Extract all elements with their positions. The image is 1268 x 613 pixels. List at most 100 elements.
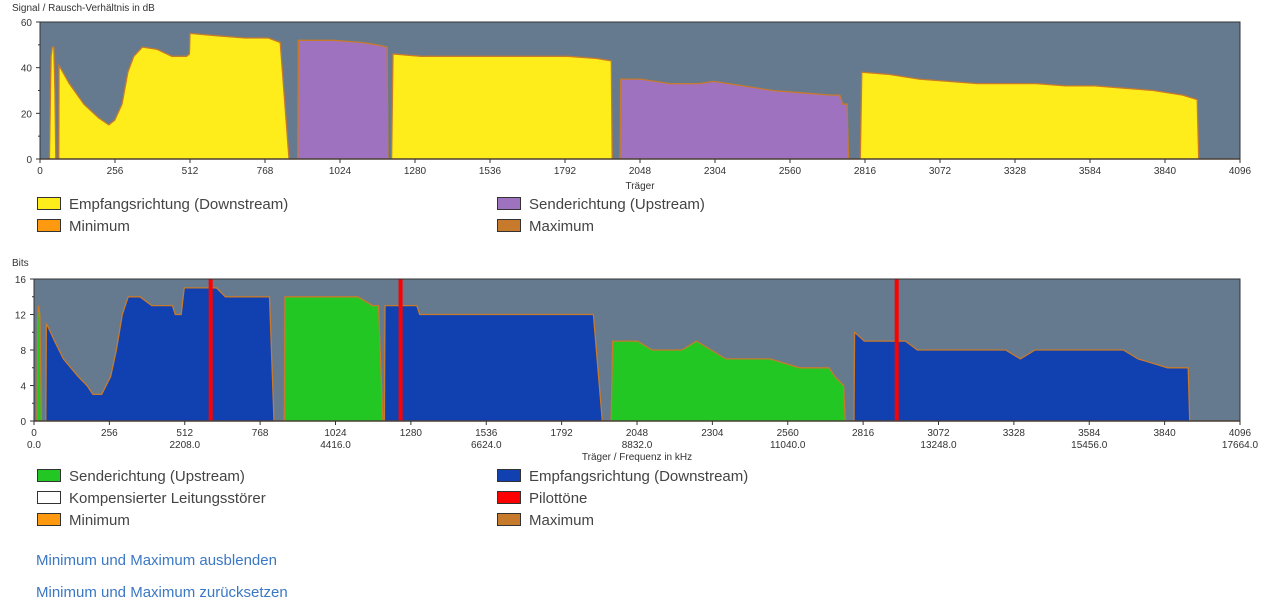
freq-tick-label: 8832.0 — [622, 440, 653, 451]
series-area — [620, 79, 849, 159]
legend-swatch — [37, 197, 61, 210]
legend-swatch — [37, 469, 61, 482]
legend-label: Kompensierter Leitungsstörer — [69, 490, 266, 507]
x-tick-label: 3584 — [1079, 166, 1102, 177]
freq-tick-label: 2208.0 — [169, 440, 200, 451]
x-tick-label: 1280 — [400, 428, 423, 439]
y-tick-label: 40 — [21, 64, 33, 75]
legend-item: Pilottöne — [497, 490, 587, 508]
x-tick-label: 3072 — [929, 166, 952, 177]
maximum-line — [48, 46, 57, 160]
maximum-line — [619, 78, 850, 160]
x-tick-label: 1536 — [475, 428, 498, 439]
freq-tick-label: 17664.0 — [1222, 440, 1259, 451]
legend-item: Maximum — [497, 218, 594, 236]
y-tick-label: 0 — [26, 155, 32, 166]
legend-label: Empfangsrichtung (Downstream) — [69, 196, 289, 213]
legend-swatch — [37, 219, 61, 232]
hide-minmax-link[interactable]: Minimum und Maximum ausblenden — [36, 552, 277, 569]
x-tick-label: 256 — [107, 166, 124, 177]
legend-label: Minimum — [69, 218, 130, 235]
pilot-tone — [398, 279, 403, 421]
legend-label: Empfangsrichtung (Downstream) — [529, 468, 749, 485]
legend-item: Maximum — [497, 512, 594, 530]
maximum-line — [853, 330, 1191, 422]
maximum-line — [58, 32, 290, 160]
x-tick-label: 2816 — [854, 166, 877, 177]
legend-item: Kompensierter Leitungsstörer — [37, 490, 266, 508]
legend-item: Empfangsrichtung (Downstream) — [497, 468, 748, 486]
legend-item: Empfangsrichtung (Downstream) — [37, 196, 288, 214]
x-axis-label: Träger / Frequenz in kHz — [582, 452, 692, 463]
x-tick-label: 2816 — [852, 428, 875, 439]
x-tick-label: 3072 — [927, 428, 950, 439]
x-tick-label: 4096 — [1229, 166, 1252, 177]
legend-swatch — [497, 469, 521, 482]
y-tick-label: 20 — [21, 109, 33, 120]
freq-tick-label: 0.0 — [27, 440, 41, 451]
snr-chart: Signal / Rausch-Verhältnis in dB 0 20 40 60 0… — [12, 3, 1252, 192]
x-tick-label: 1792 — [551, 428, 574, 439]
y-tick-label: 60 — [21, 18, 33, 29]
freq-tick-label: 4416.0 — [320, 440, 351, 451]
legend-label: Maximum — [529, 512, 595, 529]
legend-label: Pilottöne — [529, 490, 588, 507]
legend-swatch — [37, 491, 61, 504]
series-area — [284, 296, 383, 421]
x-tick-label: 0 — [31, 428, 37, 439]
x-tick-label: 768 — [252, 428, 269, 439]
x-axis-label: Träger — [625, 181, 655, 192]
pilot-tone — [894, 279, 899, 421]
reset-minmax-link[interactable]: Minimum und Maximum zurücksetzen — [36, 584, 288, 601]
y-tick-label: 0 — [20, 417, 26, 428]
series-area — [58, 33, 289, 159]
x-tick-label: 2304 — [704, 166, 727, 177]
y-tick-label: 4 — [20, 382, 26, 393]
x-tick-label: 1536 — [479, 166, 502, 177]
legend-label: Maximum — [529, 218, 595, 235]
pilot-tone — [208, 279, 213, 421]
series-area — [297, 40, 388, 159]
legend-label: Senderichtung (Upstream) — [69, 468, 245, 485]
x-tick-label: 512 — [176, 428, 193, 439]
x-tick-label: 2048 — [629, 166, 652, 177]
x-tick-label: 2560 — [779, 166, 802, 177]
chart-title: Signal / Rausch-Verhältnis in dB — [12, 3, 155, 14]
x-tick-label: 3328 — [1004, 166, 1027, 177]
x-tick-label: 2304 — [701, 428, 724, 439]
legend-item: Senderichtung (Upstream) — [37, 468, 245, 486]
maximum-line — [283, 296, 384, 422]
x-tick-label: 768 — [257, 166, 274, 177]
y-tick-label: 16 — [15, 275, 27, 286]
legend-swatch — [497, 197, 521, 210]
x-tick-label: 1280 — [404, 166, 427, 177]
x-tick-label: 2048 — [626, 428, 649, 439]
maximum-line — [297, 39, 389, 160]
x-tick-label: 1024 — [324, 428, 347, 439]
maximum-line — [383, 304, 603, 422]
legend-item: Minimum — [37, 218, 130, 236]
legend-item: Senderichtung (Upstream) — [497, 196, 705, 214]
maximum-line — [610, 340, 846, 422]
legend-swatch — [497, 219, 521, 232]
x-tick-label: 2560 — [777, 428, 800, 439]
legend-label: Senderichtung (Upstream) — [529, 196, 705, 213]
maximum-line — [36, 305, 43, 422]
x-tick-label: 3328 — [1003, 428, 1026, 439]
x-tick-label: 3584 — [1078, 428, 1101, 439]
y-tick-label: 12 — [15, 311, 27, 322]
x-tick-label: 512 — [182, 166, 199, 177]
freq-tick-label: 11040.0 — [770, 440, 806, 451]
x-tick-label: 0 — [37, 166, 43, 177]
x-tick-label: 4096 — [1229, 428, 1252, 439]
chart-title: Bits — [12, 258, 29, 269]
x-tick-label: 1024 — [329, 166, 352, 177]
legend-swatch — [497, 491, 521, 504]
x-tick-label: 1792 — [554, 166, 577, 177]
bits-chart: Bits 0 4 8 12 16 0 256 512 768 1024 1280 1536 1792 204… — [12, 258, 1259, 463]
maximum-line — [45, 287, 275, 422]
legend-label: Minimum — [69, 512, 130, 529]
x-tick-label: 256 — [101, 428, 118, 439]
freq-tick-label: 15456.0 — [1071, 440, 1108, 451]
series-area — [854, 332, 1190, 421]
